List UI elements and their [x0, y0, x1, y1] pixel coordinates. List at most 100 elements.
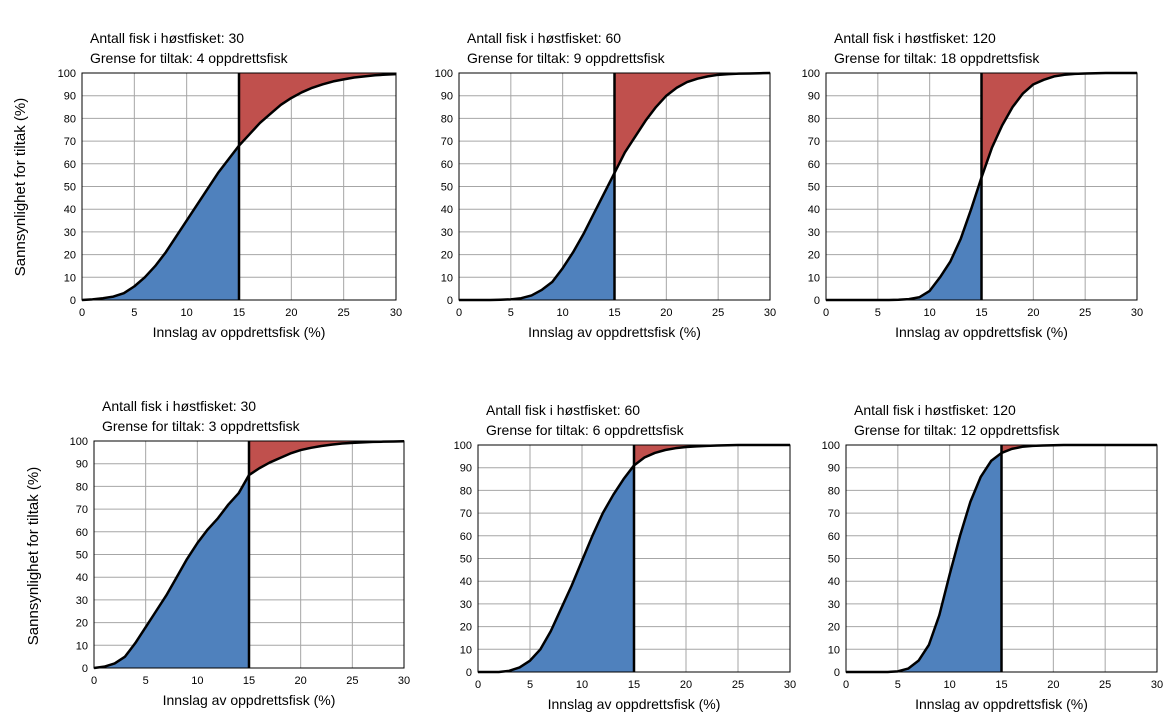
chart6-ytick-50: 50: [828, 554, 840, 566]
chart2-title-line-2: Grense for tiltak: 9 oppdrettsfisk: [467, 50, 666, 66]
chart3-xtick-10: 10: [924, 307, 936, 319]
chart3-ytick-10: 10: [808, 272, 820, 284]
chart2-ytick-10: 10: [441, 272, 453, 284]
chart4-title-line-2: Grense for tiltak: 3 oppdrettsfisk: [102, 418, 301, 434]
chart4-ytick-40: 40: [76, 572, 88, 584]
chart3-ytick-80: 80: [808, 113, 820, 125]
chart5-xtick-5: 5: [527, 679, 533, 691]
chart3-ytick-30: 30: [808, 227, 820, 239]
chart5-ytick-60: 60: [460, 531, 472, 543]
chart6-xlabel: Innslag av oppdrettsfisk (%): [915, 696, 1088, 712]
chart2-xtick-15: 15: [608, 307, 620, 319]
chart6-xtick-15: 15: [995, 679, 1007, 691]
chart6-area-above-threshold: [1001, 445, 1157, 453]
chart1-ytick-30: 30: [64, 227, 76, 239]
chart2: Antall fisk i høstfisket: 60 Grense for t…: [435, 30, 776, 340]
chart1-xtick-25: 25: [338, 307, 350, 319]
chart2-ytick-50: 50: [441, 182, 453, 194]
chart6: Antall fisk i høstfisket: 120 Grense for …: [822, 402, 1163, 712]
chart5-ytick-50: 50: [460, 554, 472, 566]
row1-ylabel: Sannsynlighet for tiltak (%): [12, 98, 29, 276]
chart3-frame: [825, 72, 1138, 301]
chart1-xtick-5: 5: [131, 307, 137, 319]
chart1-xtick-0: 0: [79, 307, 85, 319]
chart3-ytick-0: 0: [814, 295, 820, 307]
chart5-xtick-20: 20: [680, 679, 692, 691]
chart3-title-line-1: Antall fisk i høstfisket: 120: [834, 30, 996, 46]
chart4-xtick-5: 5: [143, 675, 149, 687]
chart5-ytick-70: 70: [460, 508, 472, 520]
chart4-ytick-50: 50: [76, 550, 88, 562]
chart6-ytick-80: 80: [828, 485, 840, 497]
chart2-xtick-30: 30: [764, 307, 776, 319]
chart3-ytick-50: 50: [808, 182, 820, 194]
chart5-xtick-0: 0: [475, 679, 481, 691]
chart5-ytick-40: 40: [460, 576, 472, 588]
chart1-ytick-20: 20: [64, 250, 76, 262]
chart1-xlabel: Innslag av oppdrettsfisk (%): [153, 324, 326, 340]
chart1: Antall fisk i høstfisket: 30 Grense for t…: [58, 30, 402, 340]
chart2-ytick-90: 90: [441, 91, 453, 103]
chart1-xtick-30: 30: [390, 307, 402, 319]
chart1-ytick-40: 40: [64, 204, 76, 216]
chart2-ytick-30: 30: [441, 227, 453, 239]
chart4-ytick-20: 20: [76, 618, 88, 630]
chart4-xlabel: Innslag av oppdrettsfisk (%): [163, 692, 336, 708]
chart4-xtick-0: 0: [91, 675, 97, 687]
chart5-area-above-threshold: [634, 445, 790, 466]
chart3-ytick-20: 20: [808, 250, 820, 262]
chart6-ytick-90: 90: [828, 463, 840, 475]
chart5: Antall fisk i høstfisket: 60 Grense for t…: [454, 402, 796, 712]
chart4-title-line-1: Antall fisk i høstfisket: 30: [102, 398, 256, 414]
chart2-xtick-25: 25: [712, 307, 724, 319]
chart2-ytick-100: 100: [435, 68, 453, 80]
chart6-title-line-1: Antall fisk i høstfisket: 120: [854, 402, 1016, 418]
chart1-area-above-threshold: [239, 73, 396, 146]
chart4-ytick-10: 10: [76, 640, 88, 652]
chart4-ytick-100: 100: [70, 436, 88, 448]
chart5-ytick-0: 0: [466, 667, 472, 679]
chart3-xtick-30: 30: [1131, 307, 1143, 319]
chart1-frame: [81, 72, 397, 301]
row2-ylabel: Sannsynlighet for tiltak (%): [25, 467, 42, 645]
chart-panels: Antall fisk i høstfisket: 30 Grense for t…: [58, 30, 1163, 712]
chart6-xtick-0: 0: [843, 679, 849, 691]
chart3-xtick-25: 25: [1079, 307, 1091, 319]
chart1-title-line-1: Antall fisk i høstfisket: 30: [90, 30, 244, 46]
chart4-ytick-0: 0: [82, 663, 88, 675]
chart6-ytick-100: 100: [822, 440, 840, 452]
chart2-ytick-70: 70: [441, 136, 453, 148]
chart5-ytick-20: 20: [460, 622, 472, 634]
chart3-ytick-100: 100: [802, 68, 820, 80]
chart2-xlabel: Innslag av oppdrettsfisk (%): [528, 324, 701, 340]
chart1-ytick-80: 80: [64, 113, 76, 125]
chart3: Antall fisk i høstfisket: 120 Grense for …: [802, 30, 1143, 340]
chart2-xtick-0: 0: [456, 307, 462, 319]
chart2-ytick-80: 80: [441, 113, 453, 125]
chart5-title-line-2: Grense for tiltak: 6 oppdrettsfisk: [486, 422, 685, 438]
chart2-xtick-10: 10: [557, 307, 569, 319]
chart1-title-line-2: Grense for tiltak: 4 oppdrettsfisk: [90, 50, 289, 66]
chart4: Antall fisk i høstfisket: 30 Grense for t…: [70, 398, 410, 708]
chart4-ytick-70: 70: [76, 504, 88, 516]
chart2-ytick-60: 60: [441, 159, 453, 171]
chart5-xtick-15: 15: [628, 679, 640, 691]
chart4-xtick-10: 10: [191, 675, 203, 687]
chart5-ytick-90: 90: [460, 463, 472, 475]
chart4-xtick-30: 30: [398, 675, 410, 687]
chart1-xtick-20: 20: [285, 307, 297, 319]
chart6-xtick-30: 30: [1151, 679, 1163, 691]
chart5-title-line-1: Antall fisk i høstfisket: 60: [486, 402, 640, 418]
chart6-area-below-threshold: [846, 452, 1002, 672]
chart6-ytick-10: 10: [828, 644, 840, 656]
chart2-ytick-40: 40: [441, 204, 453, 216]
chart3-area-below-threshold: [826, 177, 982, 300]
chart6-xtick-25: 25: [1099, 679, 1111, 691]
chart2-xtick-20: 20: [660, 307, 672, 319]
chart4-xtick-25: 25: [346, 675, 358, 687]
chart5-xtick-30: 30: [784, 679, 796, 691]
chart4-ytick-90: 90: [76, 459, 88, 471]
chart5-xlabel: Innslag av oppdrettsfisk (%): [548, 696, 721, 712]
chart3-xlabel: Innslag av oppdrettsfisk (%): [895, 324, 1068, 340]
